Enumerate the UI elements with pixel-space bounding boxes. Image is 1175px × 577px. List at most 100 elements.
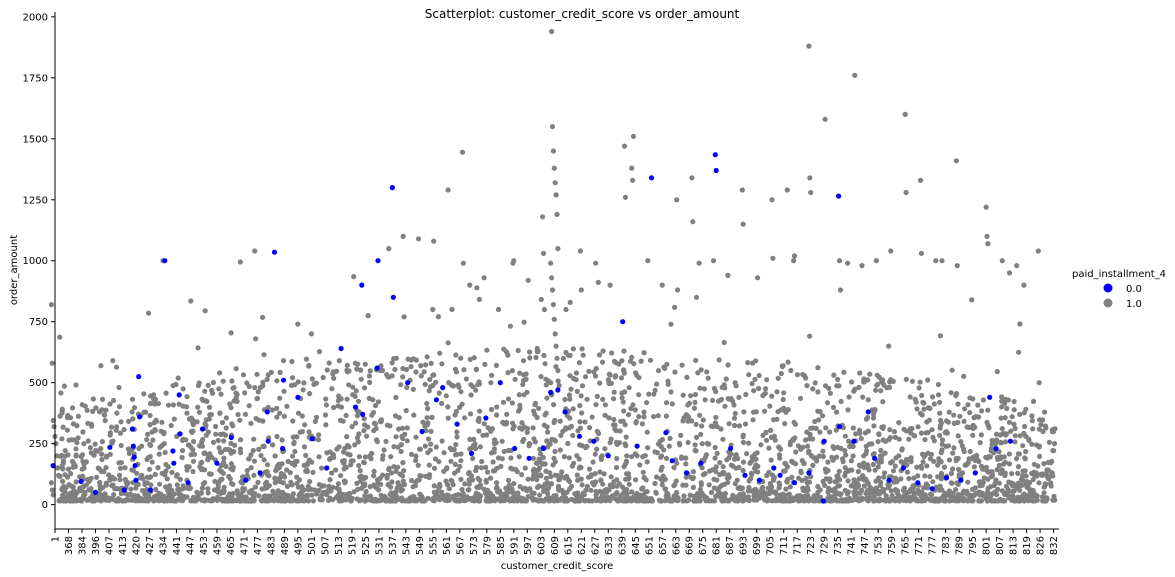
scatter-point-background — [752, 376, 758, 382]
scatter-point-background — [74, 423, 80, 429]
scatter-point-background — [1019, 473, 1026, 479]
scatter-point-background — [753, 486, 759, 493]
scatter-point-background — [307, 479, 313, 485]
scatter-point-background — [930, 479, 936, 485]
scatter-point-background — [483, 464, 489, 470]
scatter-point-background — [611, 358, 618, 364]
scatter-point-background — [303, 452, 309, 458]
scatter-point-background — [614, 483, 620, 489]
scatter-point-background — [570, 346, 577, 352]
scatter-point-background — [221, 455, 227, 461]
scatter-point-background — [858, 435, 864, 442]
y-tick-label: 1000 — [23, 256, 48, 267]
scatter-point-background — [391, 356, 397, 362]
scatter-point-background — [116, 384, 122, 391]
scatter-point-paid — [710, 258, 717, 264]
scatter-point-background — [718, 396, 725, 402]
scatter-point-background — [543, 487, 549, 493]
scatter-point-background — [711, 498, 718, 504]
scatter-point-background — [277, 369, 283, 376]
scatter-point-background — [227, 401, 233, 407]
scatter-point-background — [808, 425, 814, 431]
scatter-point-unpaid — [540, 445, 547, 452]
x-tick-label: 471 — [239, 536, 250, 555]
scatter-point-background — [892, 475, 899, 481]
scatter-point-background — [431, 465, 438, 471]
scatter-point-background — [279, 437, 285, 443]
scatter-point-background — [994, 454, 1001, 461]
scatter-point-background — [129, 396, 136, 402]
scatter-point-background — [418, 473, 424, 479]
scatter-point-background — [377, 418, 383, 424]
scatter-point-background — [865, 397, 871, 403]
scatter-point-background — [59, 406, 65, 412]
scatter-point-background — [998, 415, 1004, 421]
scatter-point-background — [184, 464, 190, 470]
scatter-point-paid — [430, 306, 436, 313]
scatter-point-background — [425, 436, 432, 442]
scatter-point-background — [798, 470, 804, 476]
scatter-point-background — [223, 463, 229, 470]
scatter-point-background — [574, 388, 580, 394]
scatter-point-background — [313, 414, 320, 420]
scatter-point-background — [1008, 428, 1014, 434]
scatter-point-background — [862, 430, 869, 436]
scatter-point-background — [445, 415, 451, 421]
scatter-point-background — [474, 285, 480, 291]
scatter-point-background — [417, 446, 423, 452]
scatter-point-background — [725, 396, 731, 402]
scatter-point-background — [652, 480, 658, 487]
x-tick-label: 807 — [995, 536, 1006, 555]
scatter-point-background — [272, 453, 278, 459]
scatter-point-paid — [674, 197, 680, 203]
scatter-point-background — [782, 460, 788, 466]
scatter-point-background — [524, 429, 530, 435]
scatter-point-background — [927, 405, 933, 411]
scatter-point-unpaid — [915, 480, 921, 486]
scatter-point-background — [522, 465, 528, 471]
scatter-point-background — [92, 441, 98, 447]
scatter-point-background — [465, 487, 471, 493]
x-tick-label: 693 — [739, 536, 750, 555]
scatter-point-background — [468, 496, 474, 502]
scatter-point-background — [1006, 419, 1013, 425]
scatter-point-background — [400, 374, 406, 380]
scatter-point-background — [751, 388, 757, 394]
scatter-point-background — [659, 478, 666, 484]
scatter-point-background — [466, 469, 472, 476]
scatter-point-background — [481, 486, 487, 492]
scatter-point-background — [586, 368, 592, 374]
scatter-point-background — [453, 442, 459, 448]
scatter-point-unpaid — [133, 477, 139, 483]
x-tick-label: 495 — [293, 536, 304, 555]
scatter-point-background — [891, 429, 898, 435]
scatter-point-background — [908, 459, 914, 465]
scatter-point-background — [340, 418, 346, 424]
scatter-point-background — [262, 481, 268, 487]
scatter-point-background — [994, 369, 1000, 375]
scatter-point-background — [396, 426, 402, 432]
scatter-point-paid — [252, 248, 258, 254]
legend-title: paid_installment_4 — [1072, 269, 1166, 280]
scatter-point-background — [205, 486, 211, 492]
scatter-point-paid — [852, 72, 858, 78]
scatter-point-background — [218, 391, 224, 397]
scatter-point-unpaid — [171, 460, 177, 466]
scatter-point-background — [436, 497, 443, 503]
scatter-point-paid — [873, 258, 880, 264]
scatter-point-background — [1015, 451, 1021, 457]
scatter-point-background — [231, 449, 237, 455]
scatter-point-background — [128, 486, 134, 492]
scatter-point-background — [233, 366, 239, 372]
scatter-point-background — [638, 358, 644, 364]
scatter-point-paid — [554, 211, 560, 217]
scatter-point-background — [937, 333, 944, 339]
scatter-point-background — [985, 496, 991, 502]
scatter-point-background — [527, 441, 533, 447]
scatter-point-background — [93, 405, 99, 411]
scatter-point-background — [593, 495, 600, 502]
scatter-point-background — [834, 454, 840, 460]
scatter-point-background — [232, 442, 238, 448]
scatter-point-background — [117, 465, 124, 471]
scatter-point-background — [111, 492, 117, 498]
